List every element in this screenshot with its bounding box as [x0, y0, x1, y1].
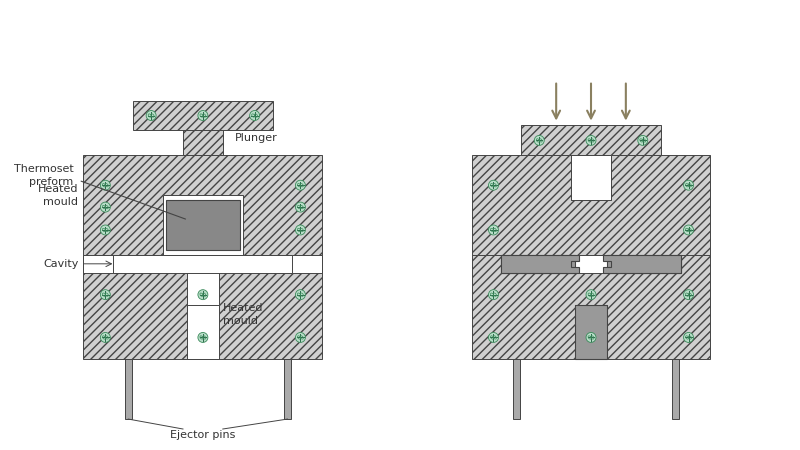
Bar: [284, 360, 291, 419]
Circle shape: [295, 225, 306, 235]
Bar: [502, 255, 575, 273]
Circle shape: [100, 202, 110, 212]
Text: Cavity: Cavity: [43, 259, 78, 269]
Circle shape: [534, 135, 544, 145]
Circle shape: [295, 180, 306, 190]
Bar: [522, 126, 661, 155]
Circle shape: [198, 290, 208, 300]
Bar: [502, 255, 681, 273]
Bar: [607, 255, 681, 273]
Circle shape: [586, 135, 596, 145]
Bar: [571, 155, 611, 200]
Bar: [575, 305, 607, 360]
Circle shape: [146, 111, 156, 121]
Circle shape: [489, 225, 498, 235]
Bar: [83, 155, 322, 255]
Bar: [471, 155, 710, 255]
Circle shape: [100, 180, 110, 190]
Text: Heated
mould: Heated mould: [222, 303, 263, 326]
Bar: [83, 255, 322, 360]
Text: Plunger: Plunger: [234, 133, 278, 144]
Text: Thermoset
preform: Thermoset preform: [14, 164, 74, 187]
Circle shape: [198, 111, 208, 121]
Circle shape: [683, 333, 694, 342]
Circle shape: [100, 290, 110, 300]
Bar: [187, 255, 219, 310]
Bar: [471, 255, 710, 360]
Circle shape: [489, 290, 498, 300]
Circle shape: [638, 135, 648, 145]
Circle shape: [250, 111, 260, 121]
Circle shape: [683, 225, 694, 235]
Circle shape: [295, 202, 306, 212]
Bar: [125, 360, 132, 419]
Polygon shape: [603, 255, 681, 273]
Bar: [575, 305, 607, 360]
Bar: [513, 360, 520, 419]
Circle shape: [198, 333, 208, 342]
Circle shape: [100, 333, 110, 342]
Bar: [571, 155, 611, 200]
Circle shape: [100, 225, 110, 235]
Bar: [163, 195, 242, 255]
Circle shape: [683, 290, 694, 300]
Bar: [166, 200, 240, 250]
Bar: [187, 305, 219, 360]
Circle shape: [489, 333, 498, 342]
Polygon shape: [502, 255, 579, 273]
Circle shape: [489, 180, 498, 190]
Circle shape: [295, 333, 306, 342]
Circle shape: [295, 290, 306, 300]
Bar: [134, 101, 273, 130]
Bar: [83, 255, 134, 273]
Circle shape: [586, 333, 596, 342]
Bar: [672, 360, 679, 419]
Bar: [183, 130, 222, 155]
Text: Heated
mould: Heated mould: [38, 184, 78, 207]
Circle shape: [586, 290, 596, 300]
Text: Ejector pins: Ejector pins: [170, 430, 235, 440]
Bar: [273, 255, 322, 273]
Circle shape: [683, 180, 694, 190]
Bar: [114, 255, 293, 273]
